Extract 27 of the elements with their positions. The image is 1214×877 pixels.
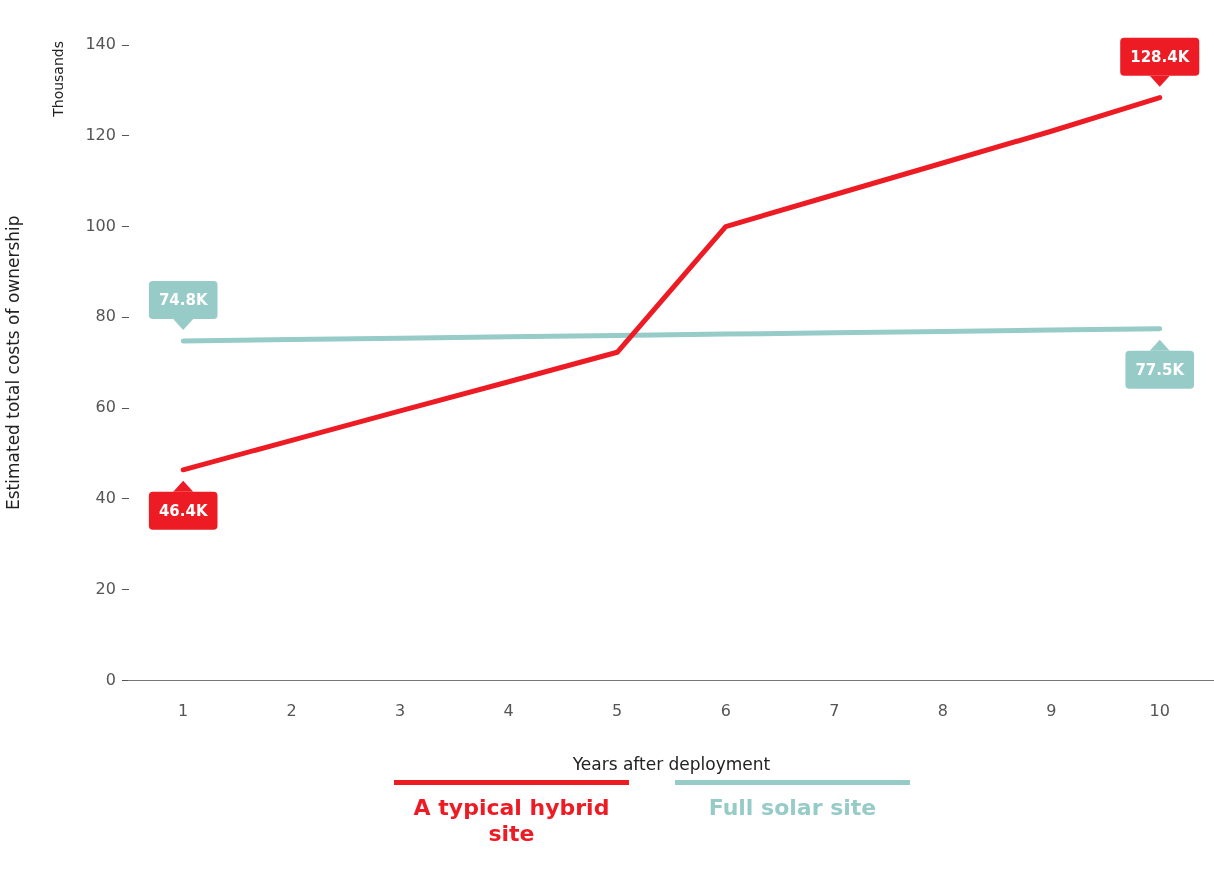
data-label: 74.8K bbox=[158, 290, 209, 309]
text: A typical hybrid site bbox=[412, 795, 611, 847]
y-tick-label: 40 bbox=[95, 488, 116, 508]
x-tick-label: 7 bbox=[829, 701, 840, 721]
y-tick-label: 80 bbox=[95, 306, 116, 326]
text: Full solar site bbox=[707, 795, 878, 821]
y-tick-label: 60 bbox=[95, 397, 116, 417]
text: Thousands bbox=[49, 41, 66, 118]
data-label: 128.4K bbox=[1130, 47, 1191, 66]
y-tick-label: 120 bbox=[85, 124, 116, 144]
data-label: 46.4K bbox=[158, 501, 209, 520]
y-tick-label: 140 bbox=[85, 34, 116, 54]
y-tick-label: 0 bbox=[105, 669, 116, 689]
y-axis-title: Estimated total costs of ownership bbox=[2, 215, 23, 510]
x-tick-label: 8 bbox=[937, 701, 948, 721]
x-tick-label: 4 bbox=[503, 701, 514, 721]
x-tick-label: 1 bbox=[178, 701, 189, 721]
x-tick-label: 2 bbox=[286, 701, 297, 721]
x-tick-label: 5 bbox=[612, 701, 623, 721]
y-tick-label: 20 bbox=[95, 578, 116, 598]
x-axis-title: Years after deployment bbox=[571, 754, 771, 775]
data-label: 77.5K bbox=[1135, 360, 1186, 379]
y-tick-label: 100 bbox=[85, 215, 116, 235]
x-tick-label: 10 bbox=[1149, 701, 1170, 721]
x-tick-label: 6 bbox=[720, 701, 731, 721]
x-tick-label: 3 bbox=[395, 701, 406, 721]
x-tick-label: 9 bbox=[1046, 701, 1057, 721]
